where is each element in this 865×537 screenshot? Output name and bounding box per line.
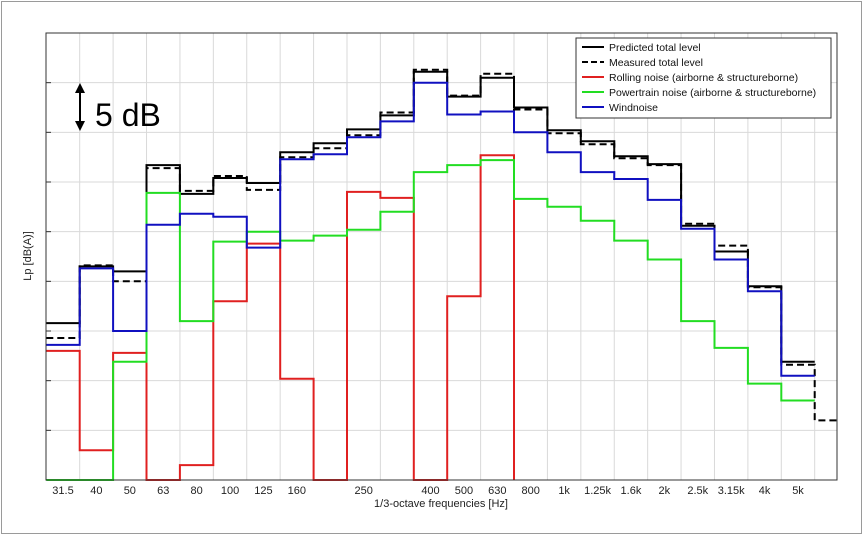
plot-border bbox=[45, 32, 838, 481]
x-tick-label: 400 bbox=[421, 485, 439, 497]
x-tick-label: 5k bbox=[792, 485, 804, 497]
x-tick-label: 31.5 bbox=[52, 485, 73, 497]
x-tick-label: 2k bbox=[659, 485, 671, 497]
series-layer bbox=[46, 68, 837, 481]
legend-entry: Predicted total level bbox=[609, 42, 701, 54]
x-axis-label: 1/3-octave frequencies [Hz] bbox=[374, 498, 508, 510]
x-tick-label: 100 bbox=[221, 485, 239, 497]
legend: Predicted total level Measured total leve… bbox=[575, 37, 832, 119]
x-tick-label: 80 bbox=[191, 485, 203, 497]
x-tick-labels: 31.5 40 50 63 80 100 125 160 250 400 500 630 800 1k 1.… bbox=[52, 485, 804, 497]
x-tick-label: 1.25k bbox=[584, 485, 611, 497]
x-tick-label: 1k bbox=[558, 485, 570, 497]
x-tick-label: 3.15k bbox=[718, 485, 745, 497]
x-tick-label: 4k bbox=[759, 485, 771, 497]
x-tick-label: 63 bbox=[157, 485, 169, 497]
series-line-4 bbox=[46, 159, 815, 481]
scale-arrow-up-icon bbox=[75, 83, 85, 93]
x-tick-label: 160 bbox=[288, 485, 306, 497]
legend-entry: Measured total level bbox=[609, 57, 703, 69]
legend-entry: Powertrain noise (airborne & structurebo… bbox=[609, 87, 816, 99]
legend-entry: Rolling noise (airborne & structureborne… bbox=[609, 72, 798, 84]
x-tick-label: 1.6k bbox=[621, 485, 642, 497]
scale-arrow-down-icon bbox=[75, 121, 85, 131]
x-tick-label: 630 bbox=[488, 485, 506, 497]
x-tick-label: 250 bbox=[355, 485, 373, 497]
y-axis-label: Lp [dB(A)] bbox=[22, 231, 34, 281]
series-line-3 bbox=[46, 154, 515, 481]
x-tick-label: 50 bbox=[124, 485, 136, 497]
x-tick-label: 125 bbox=[254, 485, 272, 497]
x-tick-label: 40 bbox=[90, 485, 102, 497]
scale-annotation: 5 dB bbox=[95, 97, 161, 133]
x-tick-label: 800 bbox=[522, 485, 540, 497]
legend-box bbox=[575, 37, 832, 119]
x-tick-label: 500 bbox=[455, 485, 473, 497]
x-tick-label: 2.5k bbox=[687, 485, 708, 497]
series-line-5 bbox=[46, 81, 815, 377]
scale-indicator: 5 dB bbox=[75, 83, 161, 133]
legend-entry: Windnoise bbox=[609, 102, 658, 114]
